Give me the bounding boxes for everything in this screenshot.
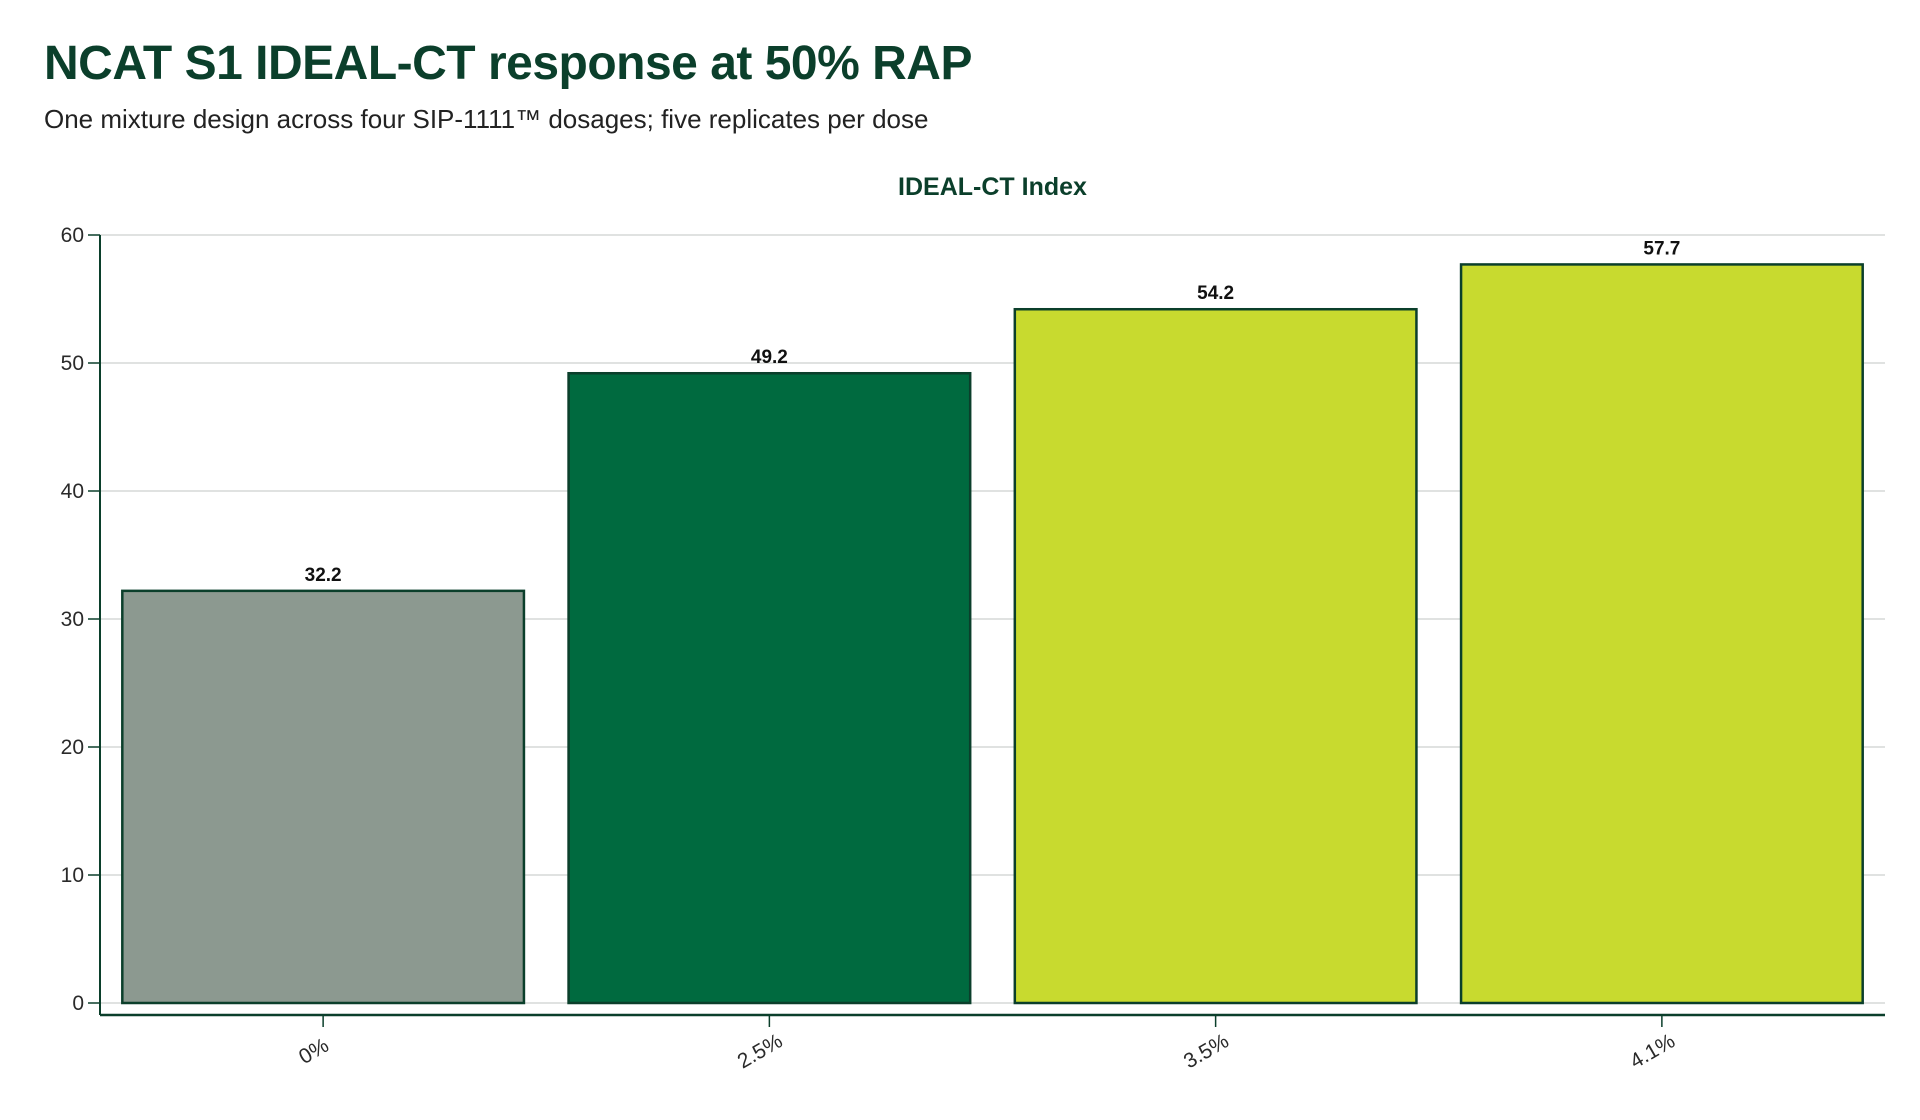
data-label: 57.7 [1643, 238, 1680, 259]
x-axis-ticks: 0% 2.5% 3.5% 4.1% [295, 1015, 1679, 1073]
x-tick-label: 4.1% [1626, 1029, 1679, 1073]
y-tick-label: 40 [61, 480, 84, 503]
data-label: 54.2 [1197, 283, 1234, 304]
y-axis-ticks: 0 10 20 30 40 50 60 [61, 224, 100, 1015]
bar-2-5- [567, 371, 972, 1005]
y-tick-label: 20 [61, 736, 84, 759]
y-tick-label: 0 [72, 992, 84, 1015]
bar-4-1- [1459, 263, 1864, 1005]
y-tick-label: 30 [61, 608, 84, 631]
chart-header: NCAT S1 IDEAL-CT response at 50% RAP One… [44, 34, 1864, 136]
data-label: 32.2 [305, 565, 342, 586]
chart-title: IDEAL-CT Index [898, 173, 1087, 201]
y-tick-label: 50 [61, 352, 84, 375]
x-tick-label: 2.5% [734, 1029, 787, 1073]
data-labels: 32.2 49.2 54.2 57.7 [305, 238, 1681, 585]
bars [121, 263, 1864, 1005]
data-label: 49.2 [751, 347, 788, 368]
page-subtitle: One mixture design across four SIP-1111™… [44, 104, 929, 134]
bar-0- [121, 589, 526, 1005]
x-tick-label: 3.5% [1180, 1029, 1233, 1073]
y-tick-label: 10 [61, 864, 84, 887]
y-tick-label: 60 [61, 224, 84, 247]
x-tick-label: 0% [295, 1034, 333, 1069]
page-title: NCAT S1 IDEAL-CT response at 50% RAP [44, 37, 972, 90]
bar-3-5- [1013, 307, 1418, 1005]
